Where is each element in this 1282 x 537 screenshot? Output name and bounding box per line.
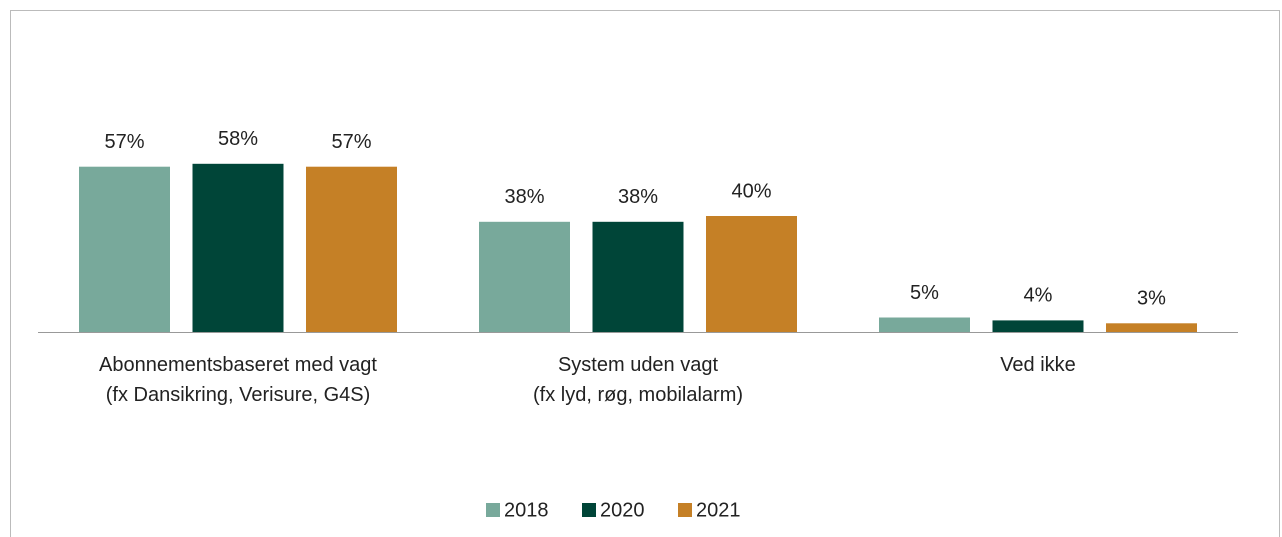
legend-swatch bbox=[486, 503, 500, 517]
category-label: Ved ikke bbox=[1000, 354, 1076, 376]
chart-border bbox=[10, 10, 1280, 537]
bar bbox=[192, 163, 284, 332]
bar bbox=[479, 221, 570, 332]
value-label: 38% bbox=[504, 186, 544, 208]
bar bbox=[79, 166, 170, 332]
value-label: 3% bbox=[1137, 288, 1166, 310]
bar bbox=[1106, 323, 1197, 332]
value-label: 40% bbox=[731, 180, 771, 202]
bar bbox=[706, 216, 797, 332]
value-label: 38% bbox=[618, 186, 658, 208]
bar bbox=[992, 320, 1084, 332]
legend-swatch bbox=[582, 503, 596, 517]
value-label: 57% bbox=[104, 131, 144, 153]
bar bbox=[306, 166, 397, 332]
value-label: 4% bbox=[1024, 285, 1053, 307]
value-label: 57% bbox=[331, 131, 371, 153]
bar bbox=[592, 221, 684, 332]
bar bbox=[879, 317, 970, 332]
legend-label: 2018 bbox=[504, 499, 549, 521]
value-label: 5% bbox=[910, 282, 939, 304]
value-label: 58% bbox=[218, 128, 258, 150]
legend-swatch bbox=[678, 503, 692, 517]
legend-label: 2020 bbox=[600, 499, 645, 521]
category-label: System uden vagt (fx lyd, røg, mobilalar… bbox=[532, 354, 744, 406]
category-label: Abonnementsbaseret med vagt (fx Dansikri… bbox=[99, 354, 377, 406]
legend-label: 2021 bbox=[696, 499, 741, 521]
